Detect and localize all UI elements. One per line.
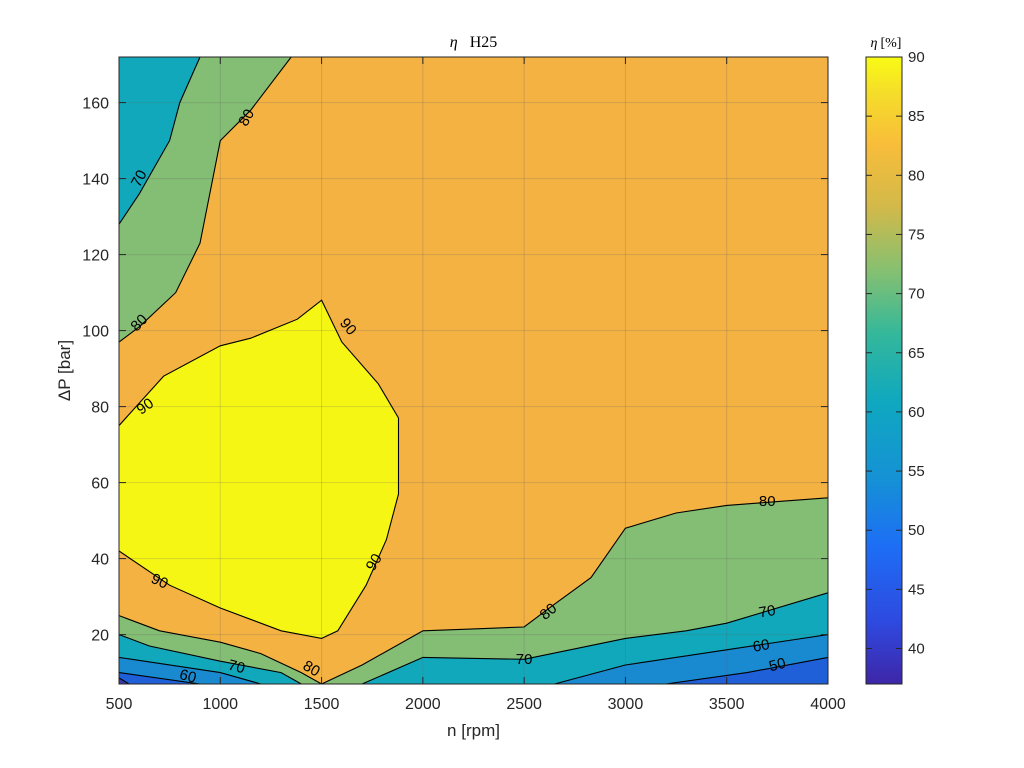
y-tick-label: 160 (82, 96, 109, 113)
contour-line-50 (119, 672, 201, 684)
contour-line-80 (321, 497, 828, 684)
y-tick-label: 60 (91, 476, 109, 493)
contour-line-70 (361, 592, 828, 684)
contour-label: 90 (363, 551, 386, 574)
colorbar-tick-label: 45 (908, 581, 925, 598)
x-axis-ticks: 500 1000 1500 2000 2500 3000 3500 4000 (106, 57, 846, 713)
y-axis-label: ΔP [bar] (55, 340, 74, 401)
colorbar-frame (865, 56, 903, 685)
x-tick-label: 500 (106, 696, 133, 713)
contour-label: 60 (178, 666, 199, 687)
grid-lines (119, 57, 828, 684)
contour-label-text: 80 (300, 657, 323, 680)
colorbar-ticks: 40 45 50 55 60 65 70 75 80 85 90 (866, 49, 925, 658)
colorbar-tick-label: 50 (908, 522, 925, 539)
plot-frame (118, 56, 829, 685)
colorbar-tick-label: 75 (908, 226, 925, 243)
x-tick-label: 3000 (608, 696, 644, 713)
contour-label: 80 (235, 106, 258, 129)
colorbar-title-unit: [%] (880, 36, 901, 51)
chart-title: η H25 (450, 34, 498, 51)
contour-line-60 (119, 656, 261, 684)
contour-label: 70 (516, 651, 533, 668)
x-tick-label: 1000 (202, 696, 238, 713)
contour-line-70 (119, 57, 201, 225)
contour-label-text: 60 (752, 636, 771, 656)
contour-label-text: 70 (758, 602, 777, 622)
contour-line-70 (119, 634, 302, 684)
contour-label: 90 (134, 395, 157, 418)
contour-label: 70 (128, 167, 151, 190)
contour-label: 80 (759, 493, 776, 510)
contour-label-text: 90 (363, 551, 386, 574)
contour-lines (119, 57, 828, 684)
y-tick-label: 140 (82, 172, 109, 189)
contour-label-text: 50 (767, 655, 788, 676)
contour-line-90 (119, 299, 400, 639)
contour-line-80 (119, 57, 292, 343)
colorbar-tick-label: 85 (908, 108, 925, 125)
y-tick-label: 100 (82, 324, 109, 341)
contour-label-text: 70 (128, 167, 151, 190)
colorbar-tick-label: 60 (908, 404, 925, 421)
contour-label: 60 (752, 636, 771, 656)
colorbar-tick-label: 65 (908, 345, 925, 362)
contour-label: 80 (300, 657, 323, 680)
x-tick-label: 3500 (709, 696, 745, 713)
y-tick-label: 20 (91, 628, 109, 645)
colorbar-tick-label: 90 (908, 49, 925, 66)
contour-label: 70 (226, 657, 247, 678)
y-axis-ticks: 20 40 60 80 100 120 140 160 (82, 96, 828, 645)
colorbar-tick-label: 55 (908, 463, 925, 480)
colorbar (866, 57, 902, 684)
y-tick-label: 80 (91, 400, 109, 417)
contour-label: 90 (148, 570, 170, 592)
contour-line-40 (119, 677, 130, 684)
colorbar-tick-label: 80 (908, 167, 925, 184)
x-tick-label: 1500 (304, 696, 340, 713)
contour-line-60 (554, 634, 828, 684)
colorbar-title-symbol: η (871, 36, 878, 51)
y-tick-label: 120 (82, 248, 109, 265)
contour-label-text: 80 (759, 493, 776, 510)
x-tick-label: 4000 (810, 696, 846, 713)
y-tick-label: 40 (91, 552, 109, 569)
title-symbol: η (450, 34, 458, 51)
contour-label-text: 60 (178, 666, 199, 687)
contour-label: 50 (767, 655, 788, 676)
x-tick-label: 2000 (405, 696, 441, 713)
contour-label: 70 (758, 602, 777, 622)
contour-line-50 (665, 656, 828, 684)
x-tick-label: 2500 (506, 696, 542, 713)
contour-label-text: 70 (516, 651, 533, 668)
colorbar-title: η [%] (871, 36, 902, 51)
contour-label-text: 90 (148, 570, 170, 592)
contour-label-text: 80 (235, 106, 258, 129)
x-axis-label: n [rpm] (447, 721, 500, 740)
contour-line-80 (119, 615, 322, 684)
colorbar-tick-label: 70 (908, 286, 925, 303)
contour-label-text: 90 (134, 395, 157, 418)
title-name: H25 (470, 34, 498, 51)
contour-label-text: 70 (226, 657, 247, 678)
colorbar-tick-label: 40 (908, 641, 925, 658)
